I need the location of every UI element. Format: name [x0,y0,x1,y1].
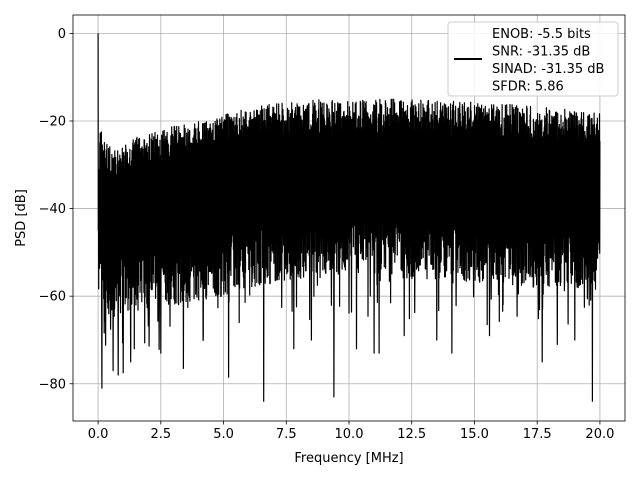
x-tick-label: 5.0 [213,427,234,442]
y-axis-label: PSD [dB] [14,189,29,247]
x-tick-label: 10.0 [335,427,364,442]
y-tick-label: −80 [39,377,66,392]
x-axis-label: Frequency [MHz] [294,451,403,466]
x-tick-label: 15.0 [460,427,489,442]
tick-labels: 0.0 2.5 5.0 7.5 10.0 12.5 15.0 17.5 20.0 0 −20 −40 −… [39,27,615,442]
plot-frame [72,14,626,422]
y-tick-label: −20 [39,114,66,129]
y-tick-label: 0 [58,27,66,42]
legend-entry-sfdr: SFDR: 5.86 [492,80,564,95]
axes [69,14,626,425]
x-tick-label: 17.5 [523,427,552,442]
psd-series-line [97,33,601,402]
legend-entry-enob: ENOB: -5.5 bits [492,27,591,42]
legend-box [447,21,619,97]
y-tick-label: −60 [39,290,66,305]
x-tick-label: 12.5 [397,427,426,442]
x-tick-label: 20.0 [585,427,614,442]
legend-entry-snr: SNR: -31.35 dB [492,45,590,60]
x-tick-label: 7.5 [276,427,297,442]
legend-entry-sinad: SINAD: -31.35 dB [492,62,604,77]
x-tick-label: 2.5 [150,427,171,442]
y-tick-label: −40 [39,202,66,217]
plot-area [97,33,601,402]
legend: ENOB: -5.5 bits SNR: -31.35 dB SINAD: -3… [447,21,619,97]
x-tick-label: 0.0 [88,427,109,442]
